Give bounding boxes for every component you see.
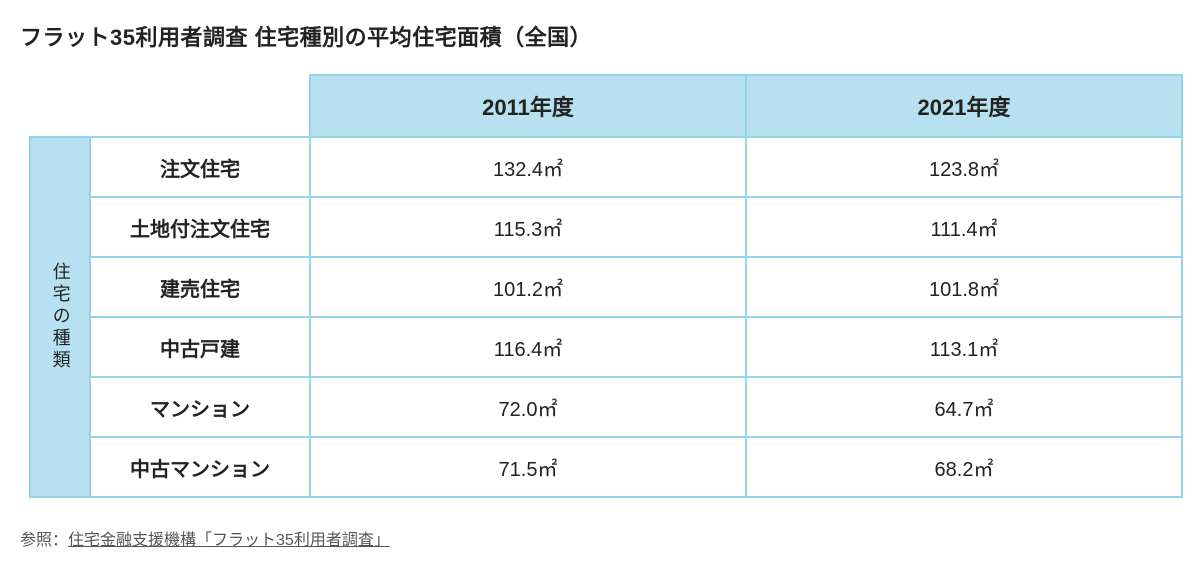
- column-header: 2021年度: [746, 75, 1182, 137]
- data-cell: 101.2㎡: [310, 257, 746, 317]
- data-cell: 71.5㎡: [310, 437, 746, 497]
- data-cell: 123.8㎡: [746, 137, 1182, 197]
- row-label: 中古マンション: [90, 437, 310, 497]
- housing-area-table: 2011年度 2021年度 住宅の種類 注文住宅 132.4㎡ 123.8㎡ 土…: [20, 74, 1183, 498]
- data-cell: 113.1㎡: [746, 317, 1182, 377]
- row-label: 中古戸建: [90, 317, 310, 377]
- source-link[interactable]: 住宅金融支援機構「フラット35利用者調査」: [68, 532, 390, 549]
- table-row: 中古戸建 116.4㎡ 113.1㎡: [20, 317, 1182, 377]
- table-row: 住宅の種類 注文住宅 132.4㎡ 123.8㎡: [20, 137, 1182, 197]
- data-cell: 68.2㎡: [746, 437, 1182, 497]
- footer-prefix: 参照：: [20, 532, 68, 549]
- data-cell: 72.0㎡: [310, 377, 746, 437]
- data-cell: 132.4㎡: [310, 137, 746, 197]
- data-cell: 116.4㎡: [310, 317, 746, 377]
- row-label: 土地付注文住宅: [90, 197, 310, 257]
- data-cell: 101.8㎡: [746, 257, 1182, 317]
- page-title: フラット35利用者調査 住宅種別の平均住宅面積（全国）: [20, 20, 1180, 52]
- source-footer: 参照：住宅金融支援機構「フラット35利用者調査」: [20, 526, 1180, 550]
- row-label: マンション: [90, 377, 310, 437]
- data-cell: 64.7㎡: [746, 377, 1182, 437]
- table-row: 土地付注文住宅 115.3㎡ 111.4㎡: [20, 197, 1182, 257]
- table-row: マンション 72.0㎡ 64.7㎡: [20, 377, 1182, 437]
- data-cell: 111.4㎡: [746, 197, 1182, 257]
- row-label: 建売住宅: [90, 257, 310, 317]
- table-header-row: 2011年度 2021年度: [20, 75, 1182, 137]
- table-row: 中古マンション 71.5㎡ 68.2㎡: [20, 437, 1182, 497]
- row-label: 注文住宅: [90, 137, 310, 197]
- data-cell: 115.3㎡: [310, 197, 746, 257]
- vertical-category-label: 住宅の種類: [30, 137, 90, 497]
- column-header: 2011年度: [310, 75, 746, 137]
- table-row: 建売住宅 101.2㎡ 101.8㎡: [20, 257, 1182, 317]
